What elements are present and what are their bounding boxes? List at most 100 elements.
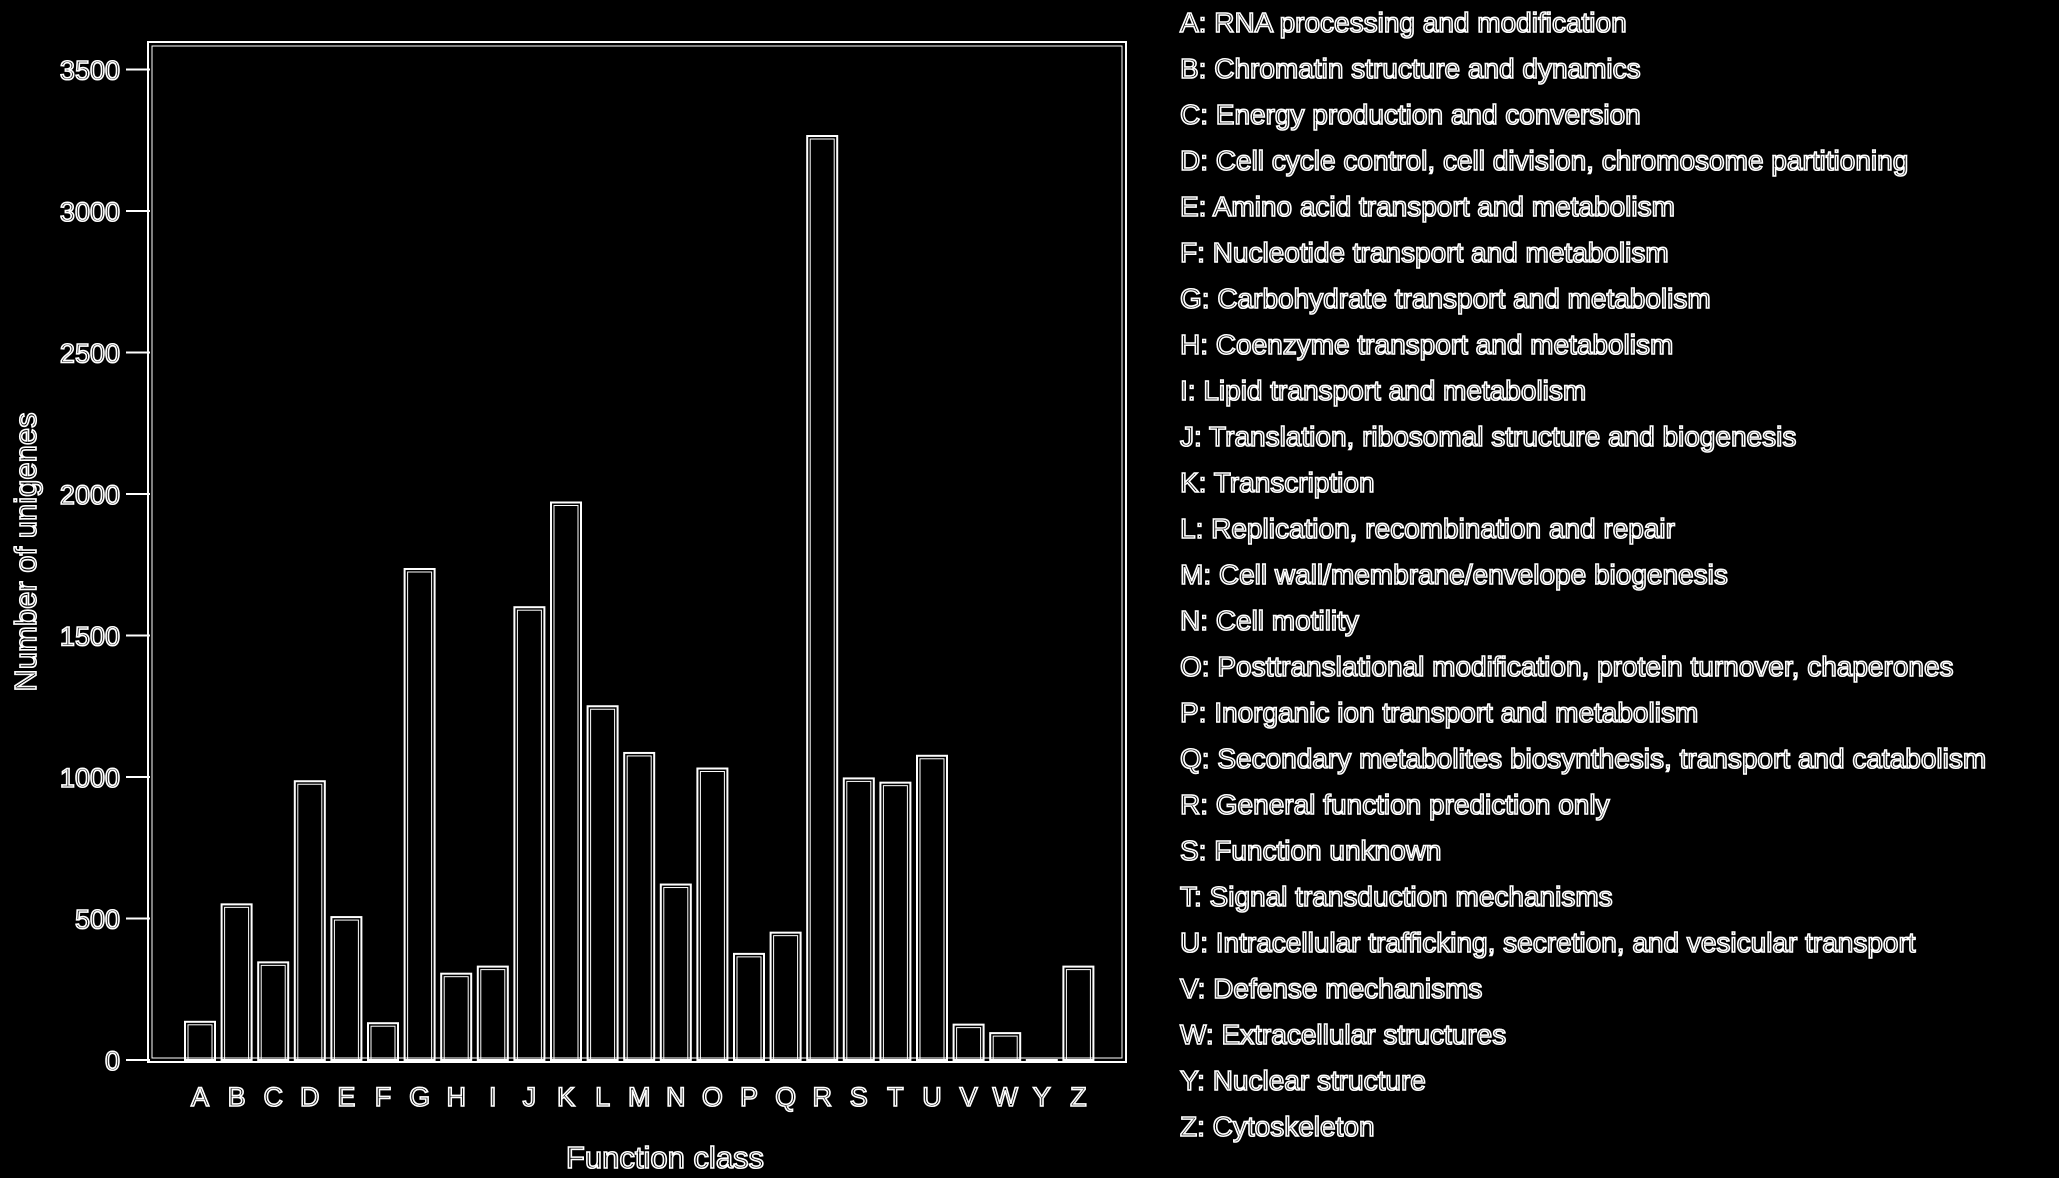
bar-outline (220, 903, 253, 1061)
bar-inner-outline (663, 887, 689, 1061)
legend-item: N: Cell motility (1179, 604, 1360, 637)
bar-inner-outline (626, 755, 652, 1061)
bar-Q (769, 931, 802, 1062)
bar-outline (916, 754, 948, 1062)
y-tick-label: 1000 (60, 763, 120, 793)
bar-U (916, 754, 948, 1062)
y-tick-label: 1500 (60, 622, 120, 652)
legend-item: P: Inorganic ion transport and metabolis… (1179, 696, 1699, 729)
bar-outline (1062, 965, 1095, 1061)
bar-inner-outline (370, 1025, 396, 1061)
bar-I (476, 965, 509, 1061)
y-axis-label: Number of unigenes (8, 412, 43, 691)
bar-inner-outline (297, 783, 323, 1061)
bar-outline (367, 1022, 399, 1062)
legend-item: V: Defense mechanisms (1179, 972, 1483, 1005)
y-axis: 0 500 1000 1500 2000 2500 3000 3500 (59, 55, 150, 1077)
bar-inner-outline (956, 1027, 982, 1061)
legend-item: Z: Cytoskeleton (1179, 1110, 1375, 1143)
legend-item: W: Extracellular structures (1179, 1018, 1507, 1051)
bar-outline (1025, 1059, 1058, 1063)
bar-Z (1062, 965, 1095, 1061)
bar-outline (952, 1023, 985, 1061)
x-tick-label-G: G (409, 1082, 430, 1112)
bar-outline (842, 777, 875, 1061)
y-tick-label: 2000 (60, 480, 120, 510)
x-tick-label-N: N (666, 1082, 686, 1112)
bar-inner-outline (809, 138, 835, 1061)
x-tick-label-B: B (228, 1082, 246, 1112)
bar-inner-outline (407, 571, 433, 1061)
legend-item: F: Nucleotide transport and metabolism (1179, 236, 1669, 269)
legend: A: RNA processing and modification B: Chr… (1179, 0, 2050, 1150)
legend-item: H: Coenzyme transport and metabolism (1179, 328, 1674, 361)
bar-J (513, 606, 546, 1061)
bar-outline (806, 135, 839, 1061)
bar-inner-outline (443, 976, 469, 1061)
bar-inner-outline (553, 504, 579, 1061)
x-tick-label-K: K (557, 1082, 575, 1112)
bar-inner-outline (333, 919, 359, 1061)
x-tick-label-L: L (595, 1082, 610, 1112)
bar-R (806, 135, 839, 1061)
x-tick-label-Q: Q (775, 1082, 796, 1112)
legend-item: E: Amino acid transport and metabolism (1179, 190, 1676, 223)
bar-inner-outline (224, 906, 250, 1061)
bar-S (842, 777, 875, 1061)
bar-outline (989, 1032, 1022, 1061)
bar-outline (769, 931, 802, 1062)
legend-item: R: General function prediction only (1179, 788, 1610, 821)
bar-Y (1025, 1059, 1058, 1063)
bar-T (879, 781, 912, 1061)
bar-outline (550, 501, 582, 1061)
bar-W (989, 1032, 1022, 1061)
bar-outline (330, 916, 363, 1062)
x-tick-label-F: F (375, 1082, 392, 1112)
bar-D (293, 780, 326, 1061)
bar-outline (293, 780, 326, 1061)
bar-inner-outline (992, 1035, 1018, 1061)
bar-inner-outline (919, 758, 945, 1061)
bar-O (696, 767, 729, 1061)
legend-item: I: Lipid transport and metabolism (1179, 374, 1587, 407)
bar-inner-outline (590, 708, 616, 1061)
bar-inner-outline (736, 956, 762, 1061)
x-tick-label-E: E (337, 1082, 355, 1112)
bar-outline (257, 961, 290, 1061)
legend-item: Y: Nuclear structure (1179, 1064, 1426, 1097)
bar-H (440, 972, 473, 1061)
bar-inner-outline (882, 785, 908, 1061)
legend-item: C: Energy production and conversion (1179, 98, 1641, 131)
bar-outline (879, 781, 912, 1061)
bar-L (586, 705, 619, 1061)
legend-item: L: Replication, recombination and repair (1179, 512, 1676, 545)
bar-inner-outline (480, 969, 506, 1061)
x-tick-label-A: A (191, 1082, 209, 1112)
plot-frame-inner (151, 45, 1123, 1059)
bar-F (367, 1022, 399, 1062)
bar-K (550, 501, 582, 1061)
legend-item: T: Signal transduction mechanisms (1179, 880, 1613, 913)
x-tick-label-H: H (446, 1082, 466, 1112)
bar-inner-outline (846, 780, 872, 1061)
bar-outline (696, 767, 729, 1061)
legend-item: M: Cell wall/membrane/envelope biogenesi… (1179, 558, 1728, 591)
legend-item: O: Posttranslational modification, prote… (1179, 650, 1954, 683)
legend-item: B: Chromatin structure and dynamics (1179, 52, 1641, 85)
bar-inner-outline (260, 964, 286, 1061)
x-tick-label-T: T (887, 1082, 904, 1112)
x-tick-label-U: U (922, 1082, 942, 1112)
x-tick-label-C: C (263, 1082, 283, 1112)
bar-C (257, 961, 290, 1061)
legend-item: A: RNA processing and modification (1179, 6, 1627, 39)
x-tick-label-R: R (812, 1082, 832, 1112)
x-tick-label-M: M (628, 1082, 651, 1112)
bar-outline (586, 705, 619, 1061)
x-tick-label-V: V (960, 1082, 978, 1112)
bar-E (330, 916, 363, 1062)
bar-N (659, 883, 692, 1061)
legend-item: G: Carbohydrate transport and metabolism (1179, 282, 1711, 315)
bar-inner-outline (187, 1024, 213, 1061)
bar-outline (184, 1020, 216, 1061)
